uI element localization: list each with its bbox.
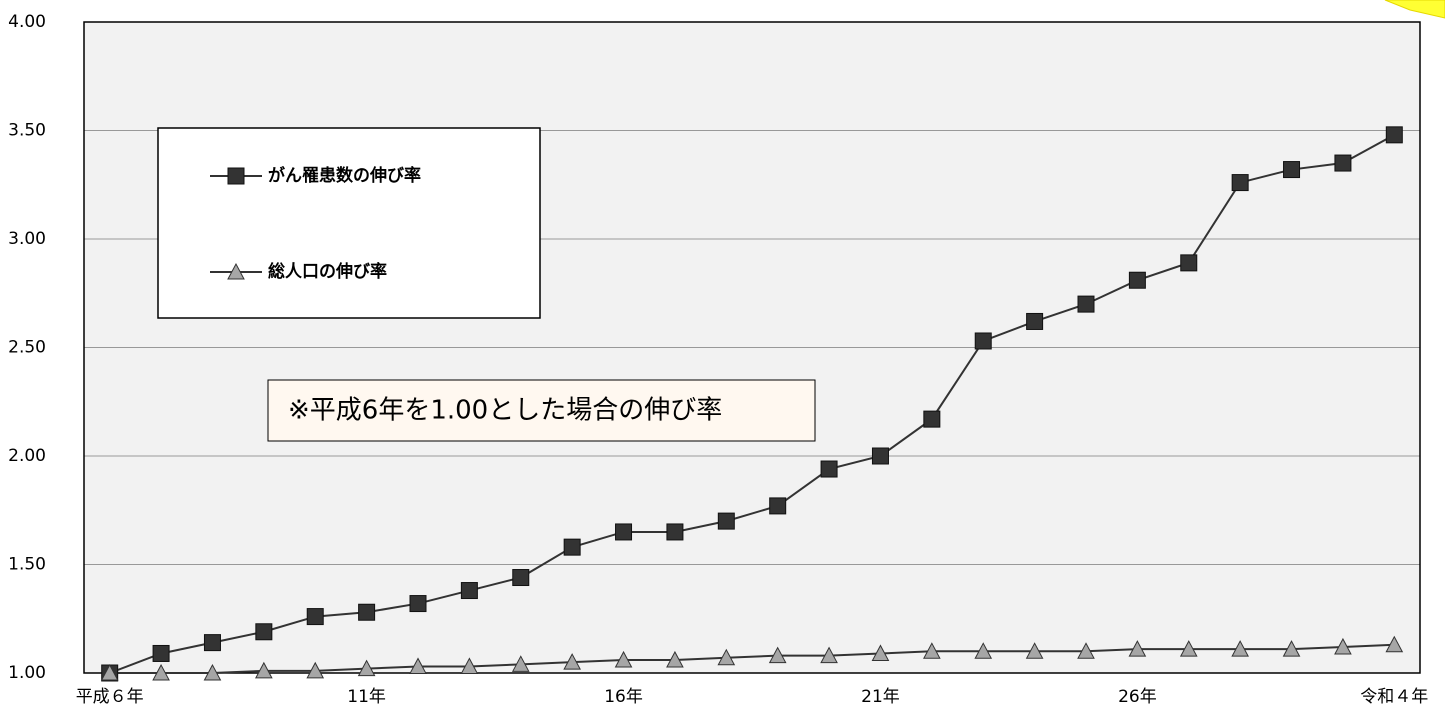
marker — [152, 663, 170, 681]
marker — [203, 663, 222, 681]
x-tick-label: 令和４年 — [1360, 687, 1428, 707]
x-tick-label: 21年 — [861, 687, 900, 707]
x-tick-label: 16年 — [604, 687, 643, 707]
y-tick-label: 1.00 — [8, 663, 46, 683]
marker — [1282, 640, 1301, 657]
marker — [306, 608, 324, 626]
marker — [1385, 635, 1404, 653]
marker — [512, 569, 530, 587]
marker — [1128, 640, 1147, 657]
plot-border — [83, 21, 1421, 674]
marker — [666, 523, 684, 541]
marker — [820, 460, 838, 478]
marker — [227, 167, 245, 185]
marker — [409, 657, 427, 674]
marker — [460, 657, 479, 674]
legend — [157, 127, 541, 319]
marker — [460, 582, 478, 600]
marker — [923, 642, 941, 659]
marker — [1231, 174, 1249, 192]
y-tick-label: 3.00 — [8, 229, 46, 249]
x-tick-label: 平成６年 — [76, 687, 144, 707]
marker — [666, 650, 684, 668]
y-tick-label: 2.50 — [8, 338, 46, 358]
marker — [1180, 254, 1198, 272]
x-tick-label: 26年 — [1118, 687, 1157, 707]
marker — [409, 595, 427, 613]
marker — [1077, 642, 1095, 659]
marker — [614, 650, 633, 668]
marker — [152, 644, 170, 662]
marker — [255, 661, 273, 679]
marker — [203, 634, 221, 652]
marker — [1128, 271, 1146, 289]
marker — [923, 410, 941, 428]
marker — [717, 648, 736, 666]
marker — [1025, 642, 1044, 659]
x-tick-label: 11年 — [347, 687, 386, 707]
marker — [1385, 126, 1403, 144]
marker — [769, 497, 787, 515]
marker — [100, 663, 119, 681]
marker — [974, 332, 992, 350]
marker — [227, 262, 245, 280]
annotation: ※平成6年を1.00とした場合の伸び率 — [288, 396, 722, 426]
marker — [358, 603, 376, 621]
marker — [563, 538, 581, 556]
marker — [1179, 640, 1198, 657]
marker — [511, 655, 530, 672]
series-line — [109, 133, 1395, 674]
y-tick-label: 3.50 — [8, 121, 46, 141]
legend-label: 総人口の伸び率 — [268, 261, 387, 282]
annotation-box — [267, 379, 816, 442]
marker — [871, 447, 889, 465]
marker — [1283, 161, 1301, 179]
marker — [1026, 312, 1044, 330]
marker — [1077, 295, 1095, 313]
marker — [1334, 637, 1352, 655]
y-tick-label: 2.00 — [8, 446, 46, 466]
legend-label: がん罹患数の伸び率 — [268, 165, 421, 186]
marker — [768, 646, 787, 664]
decoration — [1384, 0, 1445, 19]
marker — [1334, 154, 1352, 172]
y-tick-label: 4.00 — [8, 12, 46, 32]
marker — [1231, 640, 1249, 657]
marker — [357, 659, 376, 677]
marker — [820, 646, 838, 664]
series-line — [109, 643, 1395, 674]
y-tick-label: 1.50 — [8, 555, 46, 575]
marker — [717, 512, 735, 530]
marker — [255, 623, 273, 641]
marker — [306, 661, 325, 679]
marker — [974, 642, 993, 659]
marker — [615, 523, 633, 541]
marker — [563, 653, 581, 670]
marker — [871, 644, 890, 661]
